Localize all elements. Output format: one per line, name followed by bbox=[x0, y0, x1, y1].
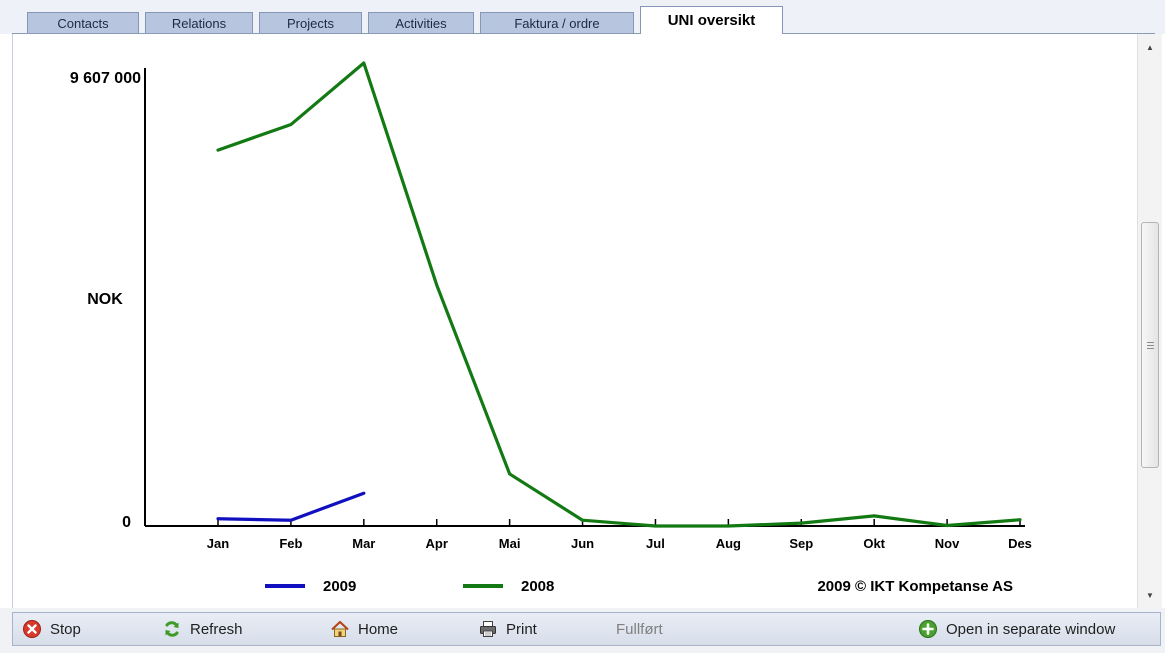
open-separate-window-button[interactable]: Open in separate window bbox=[919, 613, 1115, 645]
open-window-icon bbox=[919, 620, 937, 638]
legend-label-2008: 2008 bbox=[521, 578, 554, 595]
tab-projects[interactable]: Projects bbox=[259, 12, 362, 33]
series-line-2008 bbox=[216, 61, 1022, 528]
x-tick-label-mar: Mar bbox=[352, 536, 375, 551]
legend-label-2009: 2009 bbox=[323, 578, 356, 595]
x-tick-label-aug: Aug bbox=[716, 536, 741, 551]
tab-relations[interactable]: Relations bbox=[145, 12, 253, 33]
bottom-toolbar: Stop Refresh Home bbox=[0, 608, 1165, 653]
y-tick-label-zero: 0 bbox=[122, 514, 131, 531]
scroll-down-arrow-icon[interactable]: ▼ bbox=[1146, 590, 1154, 600]
print-label: Print bbox=[506, 620, 537, 638]
tab-bar-baseline bbox=[12, 33, 1155, 34]
stop-icon bbox=[23, 620, 41, 638]
tab-uni-oversikt[interactable]: UNI oversikt bbox=[640, 6, 783, 34]
x-tick-label-jul: Jul bbox=[646, 536, 665, 551]
line-chart: 9 607 000 0 NOK Jan Feb Mar Apr Mai Jun Jul Aug… bbox=[70, 61, 1032, 595]
home-icon bbox=[331, 620, 349, 637]
tab-contacts[interactable]: Contacts bbox=[27, 12, 139, 33]
x-tick-label-jun: Jun bbox=[571, 536, 594, 551]
tab-bar: Contacts Relations Projects Activities F… bbox=[0, 0, 1165, 34]
x-tick-label-des: Des bbox=[1008, 536, 1032, 551]
x-tick-label-sep: Sep bbox=[789, 536, 813, 551]
refresh-label: Refresh bbox=[190, 620, 243, 638]
vertical-scrollbar[interactable]: ▲ ▼ bbox=[1137, 34, 1162, 608]
tab-activities[interactable]: Activities bbox=[368, 12, 474, 33]
print-icon bbox=[480, 621, 496, 637]
x-tick-label-apr: Apr bbox=[426, 536, 448, 551]
chart-copyright-annotation: 2009 © IKT Kompetanse AS bbox=[817, 578, 1013, 595]
refresh-icon bbox=[165, 621, 179, 637]
y-axis-label: NOK bbox=[87, 291, 123, 308]
x-tick-label-feb: Feb bbox=[279, 536, 302, 551]
home-button[interactable]: Home bbox=[331, 613, 398, 645]
scroll-up-arrow-icon[interactable]: ▲ bbox=[1146, 42, 1154, 52]
x-tick-label-okt: Okt bbox=[863, 536, 885, 551]
series-lines bbox=[216, 61, 1022, 528]
scrollbar-thumb[interactable] bbox=[1141, 222, 1159, 468]
y-tick-label-max: 9 607 000 bbox=[70, 70, 141, 87]
refresh-button[interactable]: Refresh bbox=[163, 613, 243, 645]
open-window-label: Open in separate window bbox=[946, 620, 1116, 638]
content-frame bbox=[12, 34, 1138, 608]
grip-icon bbox=[1146, 341, 1154, 349]
series-line-2009 bbox=[216, 491, 366, 522]
stop-button[interactable]: Stop bbox=[23, 613, 81, 645]
toolbar-bar: Stop Refresh Home bbox=[12, 612, 1161, 646]
x-tick-label-nov: Nov bbox=[935, 536, 960, 551]
status-label: Fullført bbox=[616, 620, 663, 638]
home-label: Home bbox=[358, 620, 399, 638]
status-text: Fullført bbox=[616, 613, 663, 645]
x-tick-label-jan: Jan bbox=[207, 536, 229, 551]
x-tick-label-mai: Mai bbox=[499, 536, 521, 551]
tab-faktura-ordre[interactable]: Faktura / ordre bbox=[480, 12, 634, 33]
stop-label: Stop bbox=[50, 620, 81, 638]
print-button[interactable]: Print bbox=[479, 613, 537, 645]
chart-legend: 2009 2008 bbox=[265, 578, 554, 595]
